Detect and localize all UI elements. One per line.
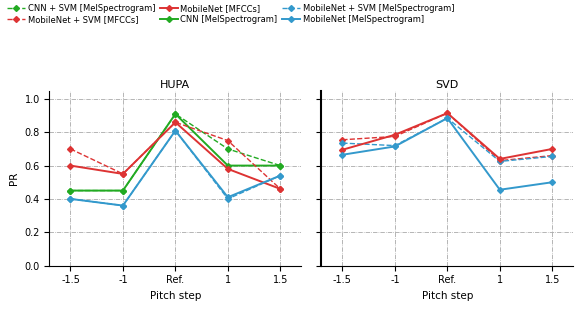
CNN + SVM [MelSpectrogram] [119,189,126,192]
Line: MobileNet + SVM [MFCCs]: MobileNet + SVM [MFCCs] [68,120,282,191]
MobileNet [MFCCs] [224,167,231,171]
MobileNet + SVM [MelSpectrogram] [549,155,556,158]
MobileNet [MFCCs] [67,164,74,168]
MobileNet [MelSpectrogram] [172,129,179,133]
CNN [MelSpectrogram] [277,164,284,168]
Line: MobileNet + SVM [MelSpectrogram]: MobileNet + SVM [MelSpectrogram] [68,128,282,208]
Line: MobileNet + SVM [MelSpectrogram]: MobileNet + SVM [MelSpectrogram] [340,116,555,163]
MobileNet [MelSpectrogram] [496,188,503,192]
CNN + SVM [MelSpectrogram] [277,164,284,168]
CNN + SVM [MelSpectrogram] [67,189,74,192]
X-axis label: Pitch step: Pitch step [150,291,201,301]
MobileNet [MFCCs] [277,187,284,191]
MobileNet + SVM [MelSpectrogram] [496,160,503,163]
MobileNet [MelSpectrogram] [277,174,284,177]
CNN + SVM [MelSpectrogram] [224,147,231,151]
MobileNet + SVM [MelSpectrogram] [67,197,74,201]
MobileNet [MFCCs] [549,147,556,151]
CNN [MelSpectrogram] [224,164,231,168]
MobileNet [MFCCs] [339,148,346,152]
MobileNet + SVM [MelSpectrogram] [172,129,179,133]
Y-axis label: PR: PR [9,171,19,185]
MobileNet [MelSpectrogram] [339,153,346,157]
MobileNet + SVM [MFCCs] [496,159,503,162]
MobileNet [MelSpectrogram] [119,204,126,207]
X-axis label: Pitch step: Pitch step [422,291,473,301]
MobileNet + SVM [MFCCs] [277,187,284,191]
Line: CNN [MelSpectrogram]: CNN [MelSpectrogram] [68,112,282,193]
MobileNet [MelSpectrogram] [67,197,74,201]
Line: MobileNet [MelSpectrogram]: MobileNet [MelSpectrogram] [340,116,555,192]
Line: MobileNet [MFCCs]: MobileNet [MFCCs] [340,111,555,161]
MobileNet + SVM [MelSpectrogram] [339,141,346,145]
MobileNet + SVM [MelSpectrogram] [277,174,284,177]
MobileNet + SVM [MFCCs] [392,135,399,138]
CNN [MelSpectrogram] [67,189,74,192]
Line: MobileNet + SVM [MFCCs]: MobileNet + SVM [MFCCs] [340,111,555,163]
MobileNet [MelSpectrogram] [444,116,451,120]
MobileNet + SVM [MFCCs] [549,154,556,157]
MobileNet [MFCCs] [444,111,451,115]
MobileNet + SVM [MFCCs] [119,172,126,176]
Legend: CNN + SVM [MelSpectrogram], MobileNet + SVM [MFCCs], MobileNet [MFCCs], CNN [Mel: CNN + SVM [MelSpectrogram], MobileNet + … [7,4,454,24]
CNN + SVM [MelSpectrogram] [172,112,179,116]
CNN [MelSpectrogram] [119,189,126,192]
MobileNet + SVM [MelSpectrogram] [119,204,126,207]
MobileNet + SVM [MFCCs] [224,139,231,142]
MobileNet + SVM [MFCCs] [67,147,74,151]
MobileNet [MelSpectrogram] [224,195,231,199]
MobileNet [MFCCs] [172,121,179,124]
Title: HUPA: HUPA [160,80,190,90]
Line: CNN + SVM [MelSpectrogram]: CNN + SVM [MelSpectrogram] [68,112,282,193]
CNN [MelSpectrogram] [172,112,179,116]
MobileNet + SVM [MFCCs] [444,111,451,115]
MobileNet + SVM [MFCCs] [172,121,179,124]
Title: SVD: SVD [436,80,459,90]
MobileNet [MelSpectrogram] [392,144,399,148]
Line: MobileNet [MFCCs]: MobileNet [MFCCs] [68,120,282,191]
MobileNet [MFCCs] [119,172,126,176]
MobileNet [MFCCs] [496,157,503,161]
MobileNet [MFCCs] [392,133,399,137]
MobileNet + SVM [MelSpectrogram] [224,197,231,201]
Line: MobileNet [MelSpectrogram]: MobileNet [MelSpectrogram] [68,128,282,208]
MobileNet + SVM [MFCCs] [339,138,346,142]
MobileNet + SVM [MelSpectrogram] [392,144,399,148]
MobileNet [MelSpectrogram] [549,180,556,184]
MobileNet + SVM [MelSpectrogram] [444,116,451,120]
